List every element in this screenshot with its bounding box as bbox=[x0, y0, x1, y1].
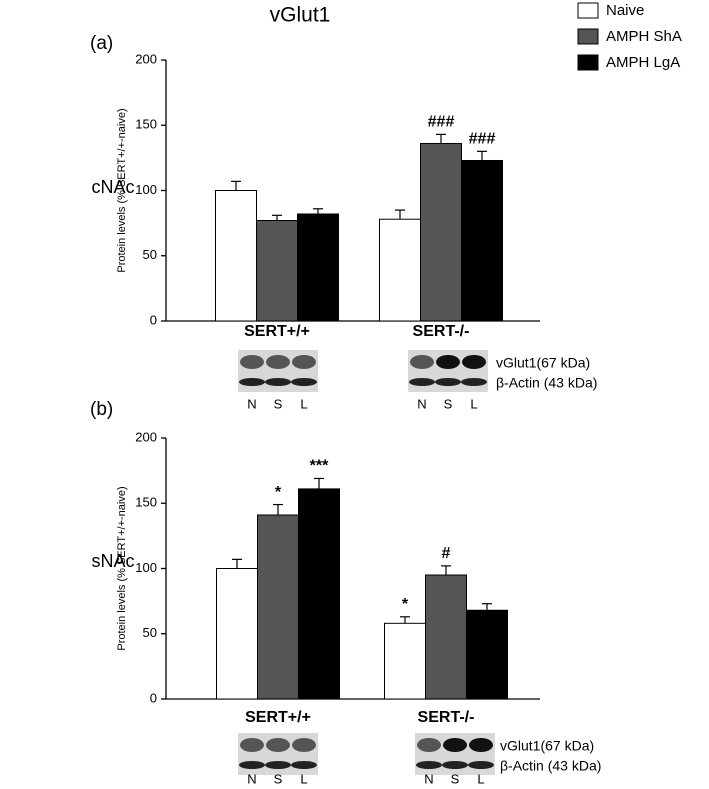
blot-label: β-Actin (43 kDa) bbox=[500, 758, 601, 774]
blot-band bbox=[266, 355, 290, 369]
y-axis-label: Protein levels (% SERT+/+-naive) bbox=[116, 108, 128, 272]
bar bbox=[257, 514, 299, 700]
blot-band bbox=[469, 738, 493, 752]
significance-mark: ### bbox=[428, 114, 455, 131]
panel-label: (b) bbox=[90, 399, 113, 420]
bar bbox=[425, 574, 467, 700]
bar bbox=[379, 218, 421, 322]
y-tick-label: 0 bbox=[150, 312, 157, 327]
region-label: cNAc bbox=[91, 177, 134, 197]
bar bbox=[215, 190, 257, 322]
x-tick-label: SERT-/- bbox=[413, 323, 470, 340]
bar bbox=[298, 488, 340, 700]
lane-label: L bbox=[300, 396, 307, 411]
blot-band bbox=[468, 761, 494, 769]
figure-title: vGlut1 bbox=[270, 4, 331, 27]
y-tick-label: 0 bbox=[150, 690, 157, 705]
blot-band bbox=[462, 355, 486, 369]
lane-label: S bbox=[451, 771, 460, 786]
y-tick-label: 50 bbox=[143, 247, 157, 262]
bar bbox=[461, 159, 503, 322]
lane-label: L bbox=[477, 771, 484, 786]
lane-label: N bbox=[247, 396, 256, 411]
significance-mark: *** bbox=[310, 458, 329, 475]
bar bbox=[297, 213, 339, 322]
blot-band bbox=[292, 738, 316, 752]
legend-swatch bbox=[577, 28, 599, 45]
significance-mark: # bbox=[442, 545, 451, 562]
y-tick-label: 200 bbox=[135, 429, 157, 444]
blot-band bbox=[239, 378, 265, 386]
legend-swatch bbox=[577, 54, 599, 71]
lane-label: S bbox=[444, 396, 453, 411]
x-tick-label: SERT-/- bbox=[418, 709, 475, 726]
bar bbox=[216, 568, 258, 700]
blot-band bbox=[442, 761, 468, 769]
y-tick-label: 200 bbox=[135, 51, 157, 66]
legend-label: AMPH ShA bbox=[606, 28, 682, 45]
panel-label: (a) bbox=[90, 33, 113, 54]
lane-label: S bbox=[274, 771, 283, 786]
lane-label: S bbox=[274, 396, 283, 411]
legend-swatch bbox=[577, 2, 599, 19]
y-tick-label: 150 bbox=[135, 117, 157, 132]
y-tick-label: 50 bbox=[143, 625, 157, 640]
blot-band bbox=[410, 355, 434, 369]
bar bbox=[466, 609, 508, 700]
blot-band bbox=[239, 761, 265, 769]
blot-band bbox=[435, 378, 461, 386]
blot-label: β-Actin (43 kDa) bbox=[496, 375, 597, 391]
legend-label: Naive bbox=[606, 2, 644, 19]
blot-band bbox=[416, 761, 442, 769]
blot-band bbox=[417, 738, 441, 752]
blot-band bbox=[292, 355, 316, 369]
blot-band bbox=[240, 355, 264, 369]
x-tick-label: SERT+/+ bbox=[245, 709, 311, 726]
region-label: sNAc bbox=[91, 551, 134, 571]
blot-band bbox=[291, 761, 317, 769]
blot-band bbox=[409, 378, 435, 386]
significance-mark: * bbox=[402, 596, 409, 613]
y-tick-label: 100 bbox=[135, 560, 157, 575]
lane-label: L bbox=[300, 771, 307, 786]
legend-label: AMPH LgA bbox=[606, 54, 680, 71]
significance-mark: ### bbox=[469, 131, 496, 148]
blot-band bbox=[291, 378, 317, 386]
bar bbox=[384, 622, 426, 700]
y-tick-label: 150 bbox=[135, 495, 157, 510]
blot-band bbox=[240, 738, 264, 752]
lane-label: N bbox=[424, 771, 433, 786]
blot-band bbox=[265, 378, 291, 386]
x-tick-label: SERT+/+ bbox=[244, 323, 310, 340]
y-axis-label: Protein levels (% SERT+/+-naive) bbox=[116, 486, 128, 650]
lane-label: N bbox=[417, 396, 426, 411]
blot-label: vGlut1(67 kDa) bbox=[496, 355, 590, 371]
bar bbox=[420, 143, 462, 322]
bar bbox=[256, 220, 298, 322]
blot-band bbox=[461, 378, 487, 386]
blot-band bbox=[436, 355, 460, 369]
lane-label: N bbox=[247, 771, 256, 786]
blot-band bbox=[265, 761, 291, 769]
y-tick-label: 100 bbox=[135, 182, 157, 197]
blot-band bbox=[266, 738, 290, 752]
significance-mark: * bbox=[275, 484, 282, 501]
blot-band bbox=[443, 738, 467, 752]
lane-label: L bbox=[470, 396, 477, 411]
blot-label: vGlut1(67 kDa) bbox=[500, 738, 594, 754]
